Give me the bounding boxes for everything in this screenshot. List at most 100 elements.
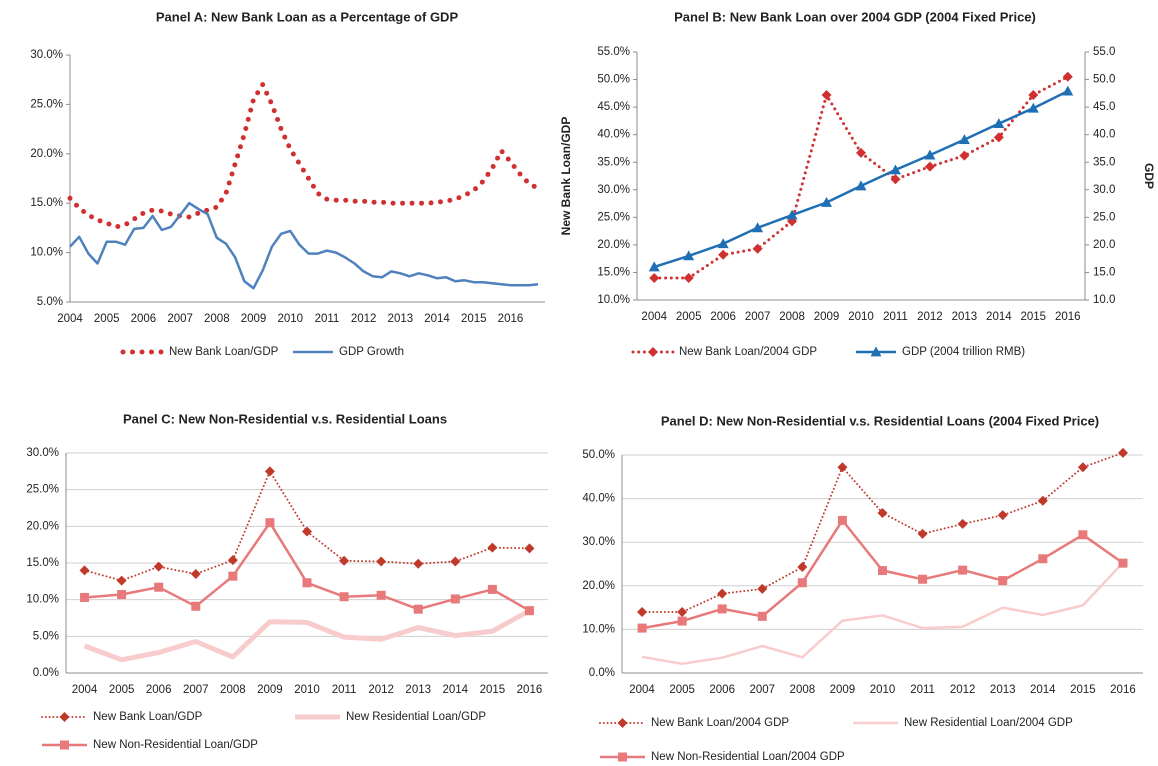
- marker-diamond: [890, 174, 901, 185]
- x-tick-label: 2015: [480, 684, 506, 696]
- y-tick-label: 30.0%: [597, 184, 630, 196]
- y-tick-label: 50.0%: [597, 74, 630, 86]
- x-tick-label: 2008: [220, 684, 246, 696]
- marker-square: [878, 566, 887, 576]
- y-tick-label: 30.0%: [582, 536, 615, 548]
- marker-diamond: [487, 542, 498, 553]
- y2-tick-label: 15.0: [1093, 266, 1115, 278]
- y-tick-label: 10.0%: [582, 623, 615, 635]
- marker-square: [1038, 554, 1048, 564]
- marker-square: [80, 592, 90, 602]
- marker-triangle: [1062, 85, 1074, 96]
- x-tick-label: 2005: [94, 313, 120, 325]
- marker-square: [797, 578, 807, 588]
- series-line: [641, 451, 1124, 613]
- x-tick-label: 2006: [146, 684, 172, 696]
- series-line: [652, 75, 1070, 280]
- x-tick-label: 2016: [498, 313, 524, 325]
- marker-square: [524, 606, 534, 616]
- legend-label: New Bank Loan/2004 GDP: [679, 346, 817, 358]
- marker-square: [918, 574, 928, 584]
- marker-diamond: [617, 718, 628, 728]
- x-tick-label: 2012: [351, 313, 377, 325]
- y-tick-label: 5.0%: [37, 296, 63, 308]
- marker-triangle: [786, 209, 798, 220]
- marker-square: [191, 601, 201, 611]
- marker-square: [618, 752, 627, 762]
- y-tick-label: 10.0%: [30, 247, 63, 259]
- marker-diamond: [302, 526, 312, 537]
- y-tick-label: 40.0%: [582, 493, 615, 505]
- marker-diamond: [821, 89, 832, 100]
- marker-diamond: [413, 558, 424, 569]
- y-axis-title: New Bank Loan/GDP: [559, 117, 573, 236]
- y-tick-label: 0.0%: [33, 667, 59, 679]
- y-tick-label: 30.0%: [30, 49, 63, 61]
- y-tick-label: 25.0%: [30, 98, 63, 110]
- y2-tick-label: 35.0: [1093, 156, 1115, 168]
- y-tick-label: 40.0%: [597, 129, 630, 141]
- x-tick-label: 2009: [830, 684, 856, 696]
- y-tick-label: 0.0%: [589, 667, 615, 679]
- marker-diamond: [1028, 89, 1039, 100]
- legend-label: GDP (2004 trillion RMB): [902, 346, 1025, 358]
- marker-triangle: [821, 196, 833, 207]
- marker-diamond: [153, 561, 164, 572]
- marker-diamond: [339, 555, 350, 566]
- x-tick-label: 2004: [629, 684, 655, 696]
- marker-square: [677, 616, 687, 626]
- panel-title: Panel D: New Non-Residential v.s. Reside…: [661, 413, 1099, 428]
- y2-tick-label: 50.0: [1093, 74, 1115, 86]
- marker-diamond: [856, 147, 866, 158]
- marker-square: [637, 623, 647, 633]
- marker-square: [154, 582, 164, 592]
- x-tick-label: 2007: [167, 313, 193, 325]
- marker-square: [998, 576, 1008, 586]
- x-tick-label: 2005: [676, 311, 702, 323]
- marker-square: [1118, 558, 1128, 568]
- y2-tick-label: 30.0: [1093, 184, 1115, 196]
- x-tick-label: 2014: [424, 313, 450, 325]
- y-tick-label: 15.0%: [597, 266, 630, 278]
- y-tick-label: 5.0%: [33, 630, 59, 642]
- y-tick-label: 10.0%: [597, 294, 630, 306]
- marker-diamond: [718, 249, 729, 260]
- marker-square: [413, 604, 423, 614]
- marker-diamond: [1062, 71, 1073, 82]
- marker-square: [958, 565, 968, 575]
- x-tick-label: 2009: [257, 684, 283, 696]
- marker-diamond: [683, 272, 694, 283]
- y2-tick-label: 25.0: [1093, 211, 1115, 223]
- marker-triangle: [1027, 102, 1039, 113]
- marker-triangle: [958, 134, 970, 145]
- x-tick-label: 2005: [669, 684, 695, 696]
- x-tick-label: 2011: [883, 311, 908, 323]
- marker-diamond: [524, 543, 535, 554]
- series-line: [69, 201, 539, 290]
- y2-tick-label: 45.0: [1093, 101, 1115, 113]
- series-line: [67, 82, 541, 230]
- marker-diamond: [717, 588, 728, 599]
- legend-label: New Non-Residential Loan/2004 GDP: [651, 751, 845, 763]
- panel-title: Panel C: New Non-Residential v.s. Reside…: [123, 411, 447, 426]
- marker-diamond: [924, 161, 935, 172]
- y-tick-label: 45.0%: [597, 101, 630, 113]
- x-tick-label: 2011: [332, 684, 357, 696]
- marker-diamond: [190, 569, 201, 579]
- marker-square: [117, 590, 127, 600]
- y-tick-label: 20.0%: [26, 520, 59, 532]
- marker-diamond: [1117, 447, 1128, 458]
- legend-label: GDP Growth: [339, 346, 404, 358]
- y-tick-label: 35.0%: [597, 156, 630, 168]
- x-tick-label: 2013: [388, 313, 414, 325]
- marker-diamond: [450, 556, 461, 567]
- x-tick-label: 2015: [1070, 684, 1096, 696]
- marker-triangle: [648, 261, 660, 272]
- marker-diamond: [797, 562, 808, 573]
- legend-label: New Bank Loan/GDP: [93, 711, 203, 723]
- x-tick-label: 2016: [517, 684, 543, 696]
- marker-diamond: [757, 583, 768, 594]
- x-tick-label: 2010: [277, 313, 303, 325]
- x-tick-label: 2008: [204, 313, 230, 325]
